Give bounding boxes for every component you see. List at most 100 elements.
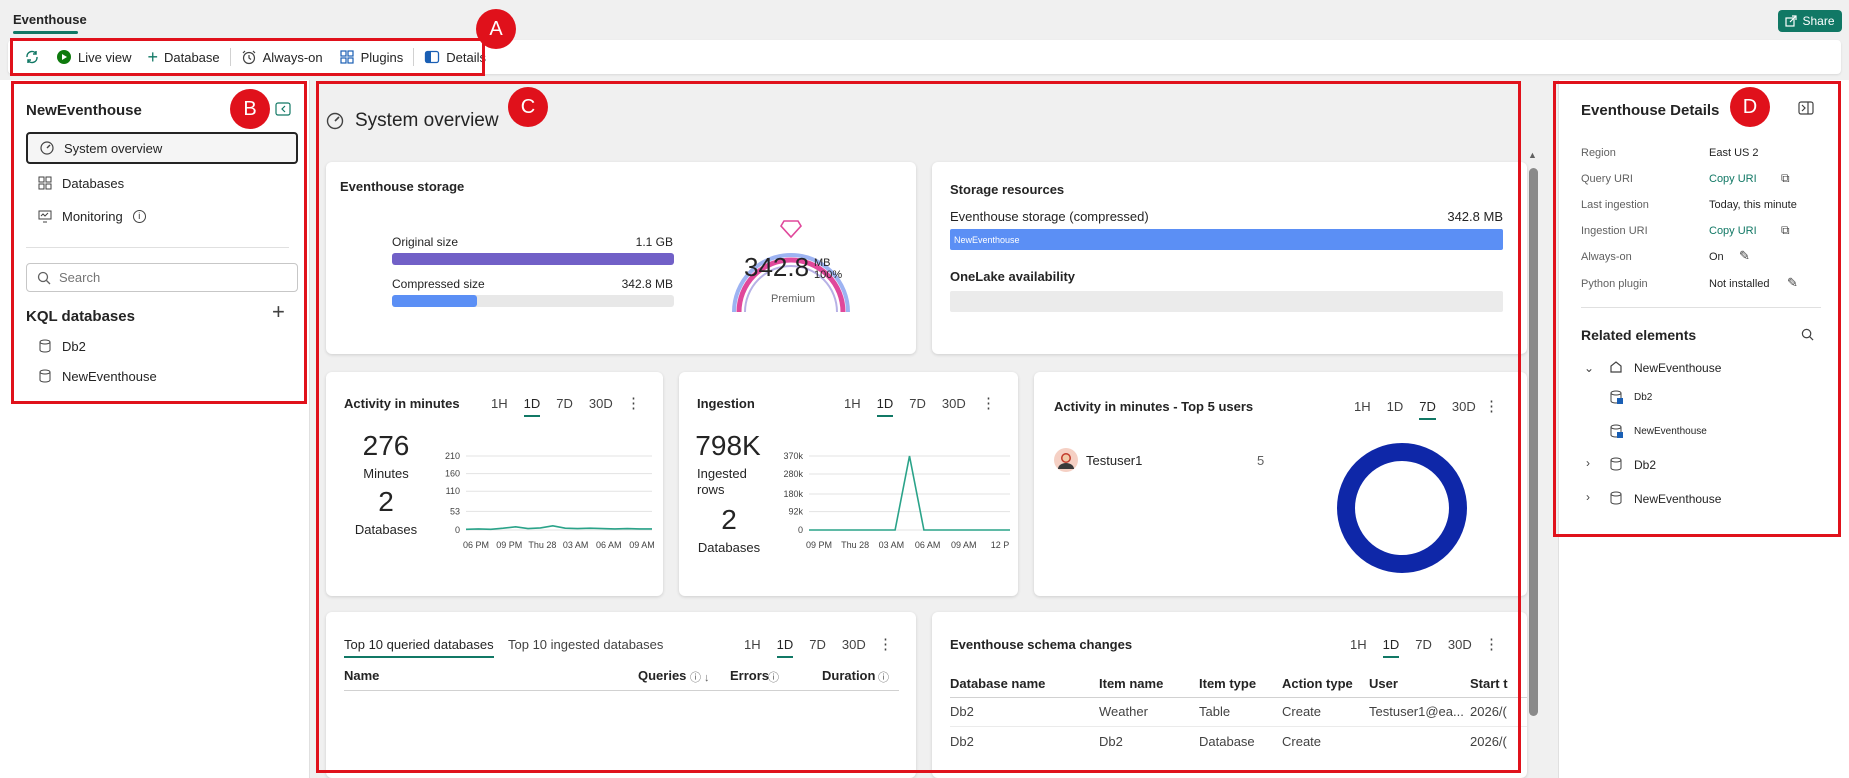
search-input[interactable] xyxy=(59,270,279,285)
tab-1h[interactable]: 1H xyxy=(1350,637,1367,652)
time-range-tabs: 1H 1D 7D 30D xyxy=(844,396,966,417)
time-range-tabs: 1H 1D 7D 30D xyxy=(1354,399,1476,420)
chevron-right-icon[interactable]: › xyxy=(1586,490,1590,504)
queries-info-icon[interactable]: ⓘ ↓ xyxy=(690,672,710,684)
add-database-button[interactable]: + Database xyxy=(141,44,225,70)
y-tick-label: 110 xyxy=(446,486,460,496)
tab-top-queried[interactable]: Top 10 queried databases xyxy=(344,637,494,658)
details-button[interactable]: Details xyxy=(418,44,492,70)
gauge-icon xyxy=(40,141,54,155)
column-header-database-name[interactable]: Database name xyxy=(950,676,1046,691)
tab-30d[interactable]: 30D xyxy=(1447,637,1472,652)
sidebar-item-monitoring[interactable]: Monitoring i xyxy=(26,200,298,232)
toolbar: Live view + Database Always-on Plugins D… xyxy=(8,40,1841,74)
compressed-size-bar xyxy=(392,295,477,307)
column-header-start-time[interactable]: Start t xyxy=(1470,676,1508,691)
sidebar-db-item[interactable]: Db2 xyxy=(26,330,298,362)
tab-1d[interactable]: 1D xyxy=(776,637,794,658)
storage-gauge xyxy=(732,220,850,313)
copy-ingestion-uri-link[interactable]: Copy URI xyxy=(1709,225,1757,237)
always-on-button[interactable]: Always-on xyxy=(235,44,329,70)
x-tick-label: 06 AM xyxy=(915,540,941,550)
tab-top-ingested[interactable]: Top 10 ingested databases xyxy=(508,637,664,652)
tab-1d[interactable]: 1D xyxy=(523,396,541,417)
tab-7d[interactable]: 7D xyxy=(909,396,926,411)
tab-30d[interactable]: 30D xyxy=(841,637,866,652)
column-header-duration[interactable]: Duration xyxy=(822,668,876,683)
tab-1d[interactable]: 1D xyxy=(876,396,894,417)
more-options-icon[interactable]: ⋮ xyxy=(878,636,893,653)
column-header-queries[interactable]: Queries xyxy=(638,668,687,683)
tab-1d[interactable]: 1D xyxy=(1382,637,1400,658)
tree-item-label[interactable]: NewEventhouse xyxy=(1634,492,1722,506)
detail-label: Region xyxy=(1581,147,1616,159)
tab-30d[interactable]: 30D xyxy=(588,396,613,411)
column-header-name[interactable]: Name xyxy=(344,668,380,683)
tab-7d[interactable]: 7D xyxy=(1415,637,1432,652)
tab-1h[interactable]: 1H xyxy=(844,396,861,411)
tree-item-label[interactable]: NewEventhouse xyxy=(1634,361,1722,375)
x-tick-label: 03 AM xyxy=(879,540,905,550)
tab-underline xyxy=(13,31,78,34)
detail-label: Query URI xyxy=(1581,173,1633,185)
tab-1h[interactable]: 1H xyxy=(744,637,761,652)
sidebar-search[interactable] xyxy=(26,263,298,292)
plugins-button[interactable]: Plugins xyxy=(333,44,410,70)
edit-icon[interactable]: ✎ xyxy=(1739,248,1750,263)
eventhouse-tab[interactable]: Eventhouse xyxy=(13,12,87,27)
duration-info-icon[interactable]: ⓘ xyxy=(878,672,889,684)
tab-7d[interactable]: 7D xyxy=(556,396,573,411)
info-icon[interactable]: i xyxy=(132,209,146,223)
sidebar-db-item[interactable]: NewEventhouse xyxy=(26,360,298,392)
chevron-down-icon[interactable]: ⌄ xyxy=(1584,361,1595,375)
more-options-icon[interactable]: ⋮ xyxy=(1484,398,1499,415)
refresh-button[interactable] xyxy=(18,44,46,70)
more-options-icon[interactable]: ⋮ xyxy=(626,395,641,412)
tree-item-label[interactable]: Db2 xyxy=(1634,458,1657,472)
sidebar-item-databases[interactable]: Databases xyxy=(26,167,298,199)
edit-icon[interactable]: ✎ xyxy=(1787,275,1798,290)
series-line xyxy=(809,455,1010,531)
column-header-item-type[interactable]: Item type xyxy=(1199,676,1257,691)
avatar xyxy=(1054,448,1078,472)
search-icon[interactable] xyxy=(1801,328,1814,341)
column-header-errors[interactable]: Errors xyxy=(730,668,770,683)
tab-7d[interactable]: 7D xyxy=(809,637,826,652)
column-header-user[interactable]: User xyxy=(1369,676,1398,691)
close-pane-icon[interactable] xyxy=(1798,101,1814,115)
tab-1h[interactable]: 1H xyxy=(491,396,508,411)
details-pane xyxy=(1558,80,1849,778)
more-options-icon[interactable]: ⋮ xyxy=(1484,636,1499,653)
column-header-action-type[interactable]: Action type xyxy=(1282,676,1353,691)
y-tick-label: 0 xyxy=(455,525,460,535)
copy-icon[interactable]: ⧉ xyxy=(1781,171,1790,185)
column-header-item-name[interactable]: Item name xyxy=(1099,676,1164,691)
collapse-pane-icon[interactable] xyxy=(275,102,291,116)
tab-1h[interactable]: 1H xyxy=(1354,399,1371,414)
scrollbar-thumb[interactable] xyxy=(1529,168,1538,716)
chevron-right-icon[interactable]: › xyxy=(1586,456,1590,470)
more-options-icon[interactable]: ⋮ xyxy=(981,395,996,412)
tab-30d[interactable]: 30D xyxy=(941,396,966,411)
user-minutes: 5 xyxy=(1257,453,1265,468)
sidebar-item-system-overview[interactable]: System overview xyxy=(26,132,298,164)
add-kql-database-icon[interactable]: + xyxy=(272,299,285,324)
scroll-up-arrow[interactable]: ▲ xyxy=(1528,150,1537,160)
live-view-button[interactable]: Live view xyxy=(50,44,137,70)
tree-item-label[interactable]: NewEventhouse xyxy=(1634,426,1707,437)
tab-7d[interactable]: 7D xyxy=(1419,399,1436,420)
copy-query-uri-link[interactable]: Copy URI xyxy=(1709,173,1757,185)
share-button[interactable]: Share xyxy=(1778,10,1842,32)
detail-value: East US 2 xyxy=(1709,147,1759,159)
kql-databases-header: KQL databases xyxy=(26,308,135,325)
ingestion-chart: 0 92k 180k 280k 370k 09 PM Thu 28 03 AM 06 AM 09 … xyxy=(783,451,1010,550)
database-icon xyxy=(1610,424,1623,438)
ingestion-rows-label2: rows xyxy=(697,482,725,497)
x-tick-label: 09 AM xyxy=(951,540,977,550)
tree-item-label[interactable]: Db2 xyxy=(1634,392,1653,403)
tab-30d[interactable]: 30D xyxy=(1451,399,1476,414)
tab-1d[interactable]: 1D xyxy=(1386,399,1404,414)
copy-icon[interactable]: ⧉ xyxy=(1781,223,1790,237)
errors-info-icon[interactable]: ⓘ xyxy=(768,672,779,684)
card-title: Activity in minutes xyxy=(344,396,460,411)
